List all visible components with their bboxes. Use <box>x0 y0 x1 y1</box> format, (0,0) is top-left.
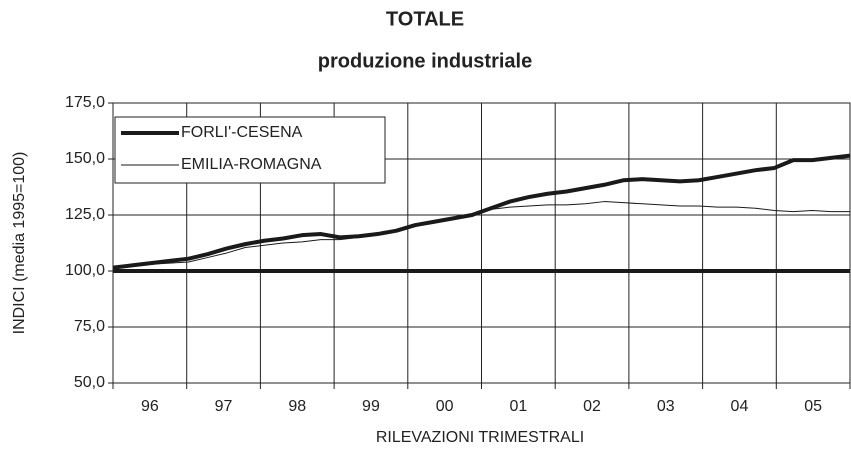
chart-subtitle: produzione industriale <box>318 50 532 72</box>
legend-box <box>114 116 386 184</box>
y-tick-label: 150,0 <box>65 150 105 167</box>
x-tick-label: 05 <box>804 398 822 415</box>
y-axis-label: INDICI (media 1995=100) <box>11 152 28 335</box>
x-tick-label: 00 <box>436 398 454 415</box>
y-tick-label: 125,0 <box>65 206 105 223</box>
line-series <box>112 153 851 270</box>
plot-frame <box>112 102 851 384</box>
x-tick-label: 99 <box>362 398 380 415</box>
y-tick-label: 75,0 <box>74 318 105 335</box>
legend-label: FORLI'-CESENA <box>181 124 303 141</box>
x-axis-label: RILEVAZIONI TRIMESTRALI <box>376 429 584 446</box>
x-tick-label: 96 <box>141 398 159 415</box>
x-tick-label: 97 <box>215 398 233 415</box>
y-tick-label: 175,0 <box>65 94 105 111</box>
chart-title: TOTALE <box>386 8 464 30</box>
y-tick-label: 50,0 <box>74 374 105 391</box>
x-tick-label: 03 <box>657 398 675 415</box>
x-tick-label: 01 <box>509 398 527 415</box>
line-series <box>112 201 850 270</box>
x-tick-label: 98 <box>288 398 306 415</box>
y-tick-label: 100,0 <box>65 262 105 279</box>
x-tick-label: 02 <box>583 398 601 415</box>
legend-label: EMILIA-ROMAGNA <box>181 156 322 173</box>
x-tick-label: 04 <box>731 398 749 415</box>
